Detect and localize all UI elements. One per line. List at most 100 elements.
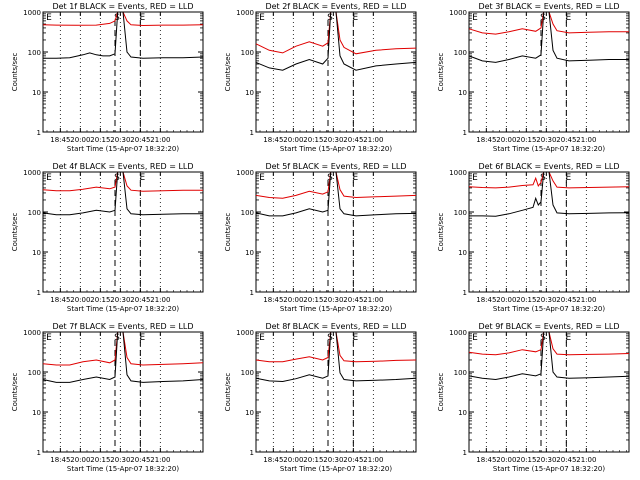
x-tick-label: 20:00	[496, 296, 516, 304]
x-tick-label: 21:00	[576, 296, 596, 304]
x-axis-label: Start Time (15-Apr-07 18:32:20)	[67, 465, 179, 473]
panel-title: Det 7f BLACK = Events, RED = LLD	[52, 322, 193, 331]
marker-label-e: E	[565, 13, 571, 23]
x-tick-label: 18:45	[476, 136, 496, 144]
panel-title: Det 5f BLACK = Events, RED = LLD	[265, 162, 406, 171]
x-tick-label: 20:15	[303, 136, 323, 144]
series-lld-line	[468, 171, 630, 189]
marker-label-e: E	[259, 173, 265, 183]
x-tick-label: 20:30	[323, 456, 343, 464]
x-tick-label: 20:15	[516, 456, 536, 464]
x-tick-label: 20:45	[130, 136, 150, 144]
y-tick-label: 100	[28, 49, 41, 57]
plot-frame	[468, 331, 630, 453]
marker-label-e: E	[352, 333, 358, 343]
x-tick-label: 20:15	[303, 456, 323, 464]
x-tick-label: 20:30	[323, 136, 343, 144]
x-tick-label: 21:00	[576, 136, 596, 144]
x-tick-label: 20:15	[90, 296, 110, 304]
marker-label-e: E	[259, 333, 265, 343]
y-axis-label: Counts/sec	[437, 373, 445, 412]
y-tick-label: 1	[250, 129, 254, 137]
x-tick-label: 21:00	[363, 456, 383, 464]
x-tick-label: 21:00	[150, 136, 170, 144]
x-tick-label: 20:30	[536, 296, 556, 304]
y-tick-label: 1000	[236, 9, 254, 17]
y-tick-label: 100	[28, 209, 41, 217]
x-tick-label: 20:00	[70, 296, 90, 304]
panel-title: Det 3f BLACK = Events, RED = LLD	[478, 2, 619, 11]
y-tick-label: 1000	[449, 329, 467, 337]
x-axis-label: Start Time (15-Apr-07 18:32:20)	[493, 465, 605, 473]
series-events-line	[255, 171, 417, 217]
marker-label-e: E	[565, 333, 571, 343]
y-axis-label: Counts/sec	[437, 213, 445, 252]
y-tick-label: 1000	[449, 9, 467, 17]
marker-label-e: E	[46, 13, 52, 23]
x-tick-label: 20:30	[536, 456, 556, 464]
marker-label-e: E	[139, 173, 145, 183]
plot-frame	[255, 331, 417, 453]
series-events-line	[469, 171, 630, 217]
x-tick-label: 20:00	[283, 456, 303, 464]
y-tick-label: 10	[458, 249, 467, 257]
series-events-line	[468, 331, 630, 381]
x-axis-label: Start Time (15-Apr-07 18:32:20)	[67, 305, 179, 313]
y-axis-label: Counts/sec	[437, 53, 445, 92]
y-tick-label: 1000	[23, 169, 41, 177]
y-tick-label: 10	[245, 249, 254, 257]
y-tick-label: 100	[28, 369, 41, 377]
y-tick-label: 1000	[449, 169, 467, 177]
y-tick-label: 100	[241, 209, 254, 217]
x-tick-label: 20:30	[110, 456, 130, 464]
marker-label-e: E	[472, 13, 478, 23]
plot-frame	[42, 11, 204, 133]
x-tick-label: 20:15	[90, 456, 110, 464]
x-axis-label: Start Time (15-Apr-07 18:32:20)	[493, 305, 605, 313]
y-tick-label: 1	[463, 449, 467, 457]
y-tick-label: 10	[32, 249, 41, 257]
x-tick-label: 18:45	[476, 456, 496, 464]
marker-label-e: E	[259, 13, 265, 23]
series-events-line	[42, 171, 203, 216]
y-tick-label: 1	[250, 449, 254, 457]
y-tick-label: 1000	[23, 329, 41, 337]
marker-label-e: E	[46, 173, 52, 183]
series-lld-line	[255, 11, 417, 55]
x-tick-label: 20:00	[496, 136, 516, 144]
y-axis-label: Counts/sec	[11, 373, 19, 412]
panel-9: Det 9f BLACK = Events, RED = LLD 1 10 100 10…	[437, 322, 630, 473]
x-tick-label: 18:45	[263, 296, 283, 304]
x-tick-label: 20:00	[70, 136, 90, 144]
marker-label-e: E	[46, 333, 52, 343]
y-tick-label: 10	[245, 89, 254, 97]
panel-7: Det 7f BLACK = Events, RED = LLD 1 10 100 10…	[11, 322, 204, 473]
x-axis-label: Start Time (15-Apr-07 18:32:20)	[280, 465, 392, 473]
panel-6: Det 6f BLACK = Events, RED = LLD 1 10 100 10…	[437, 162, 630, 313]
x-tick-label: 20:45	[556, 136, 576, 144]
x-tick-label: 20:45	[343, 456, 363, 464]
plot-frame	[255, 171, 417, 293]
y-axis-label: Counts/sec	[224, 213, 232, 252]
plot-frame	[468, 11, 630, 133]
x-tick-label: 20:00	[283, 296, 303, 304]
x-tick-label: 20:00	[70, 456, 90, 464]
y-tick-label: 1	[463, 289, 467, 297]
x-tick-label: 20:30	[323, 296, 343, 304]
y-tick-label: 1000	[236, 169, 254, 177]
x-tick-label: 20:15	[516, 136, 536, 144]
x-tick-label: 20:15	[90, 136, 110, 144]
y-tick-label: 1	[37, 449, 41, 457]
x-tick-label: 20:45	[130, 296, 150, 304]
x-axis-label: Start Time (15-Apr-07 18:32:20)	[280, 145, 392, 153]
plot-frame	[255, 11, 417, 133]
x-tick-label: 18:45	[50, 456, 70, 464]
panel-8: Det 8f BLACK = Events, RED = LLD 1 10 100 10…	[224, 322, 417, 473]
x-axis-label: Start Time (15-Apr-07 18:32:20)	[493, 145, 605, 153]
x-tick-label: 21:00	[363, 296, 383, 304]
marker-label-e: E	[139, 13, 145, 23]
x-tick-label: 20:45	[343, 136, 363, 144]
x-tick-label: 18:45	[50, 296, 70, 304]
panel-5: Det 5f BLACK = Events, RED = LLD 1 10 100 10…	[224, 162, 417, 313]
y-tick-label: 1	[37, 129, 41, 137]
